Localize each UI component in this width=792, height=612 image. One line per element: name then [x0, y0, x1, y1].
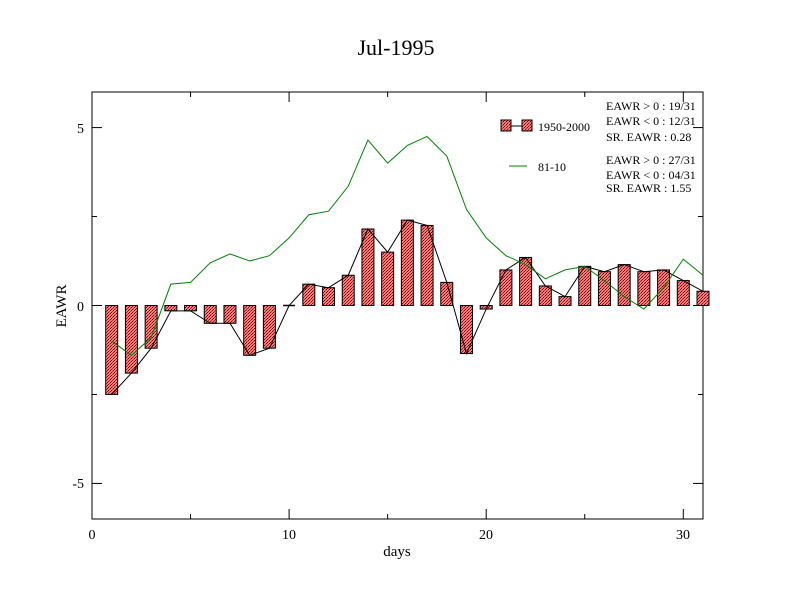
bar-day-18 — [440, 281, 454, 306]
bar-day-28 — [637, 271, 651, 306]
x-axis-label: days — [383, 544, 411, 560]
stat-81-10-negative: EAWR < 0 : 04/31 — [606, 168, 696, 182]
x-tick-label-10: 10 — [282, 528, 296, 543]
y-tick-label-5: 5 — [77, 122, 84, 137]
y-tick-label-0: 0 — [77, 300, 84, 315]
bar-day-30 — [676, 280, 690, 307]
bar-day-11 — [302, 283, 316, 306]
stat-81-10-sr: SR. EAWR : 1.55 — [606, 181, 691, 195]
stat-1950-2000-sr: SR. EAWR : 0.28 — [606, 130, 691, 144]
bar-series — [105, 219, 710, 395]
bar-day-7 — [223, 305, 237, 324]
bar-day-16 — [400, 219, 414, 307]
y-axis-label: EAWR — [54, 285, 70, 328]
legend-label-81-10: 81-10 — [538, 160, 566, 174]
legend-marker-1950-2000 — [500, 119, 533, 132]
bar-day-23 — [538, 285, 552, 307]
stats-block: EAWR > 0 : 19/31 EAWR < 0 : 12/31 SR. EA… — [606, 99, 696, 195]
bar-day-13 — [341, 274, 355, 307]
x-tick-label-30: 30 — [676, 528, 690, 543]
bar-day-2 — [124, 305, 138, 374]
x-tick-label-0: 0 — [89, 528, 96, 543]
bar-day-19 — [459, 305, 473, 355]
bar-day-26 — [597, 271, 611, 306]
bar-day-14 — [361, 228, 375, 306]
stat-81-10-positive: EAWR > 0 : 27/31 — [606, 153, 696, 167]
bar-day-1 — [105, 305, 119, 395]
bar-day-9 — [262, 305, 276, 349]
line-1950-2000 — [111, 219, 704, 395]
bar-day-4 — [164, 305, 178, 312]
bar-day-12 — [322, 287, 336, 307]
y-tick-label-minus5: -5 — [72, 477, 84, 492]
bar-day-15 — [381, 251, 395, 306]
line-81-10 — [111, 135, 704, 356]
bar-day-31 — [696, 290, 710, 306]
bar-day-21 — [499, 269, 513, 306]
bar-day-5 — [184, 305, 198, 312]
legend: 1950-2000 81-10 — [500, 119, 590, 174]
stat-1950-2000-negative: EAWR < 0 : 12/31 — [606, 114, 696, 128]
legend-label-1950-2000: 1950-2000 — [538, 120, 590, 134]
stat-1950-2000-positive: EAWR > 0 : 19/31 — [606, 99, 696, 113]
chart-title: Jul-1995 — [358, 35, 435, 60]
line-series — [111, 135, 704, 395]
bar-day-24 — [558, 296, 572, 306]
x-tick-label-20: 20 — [479, 528, 493, 543]
axis-ticks — [91, 92, 703, 519]
